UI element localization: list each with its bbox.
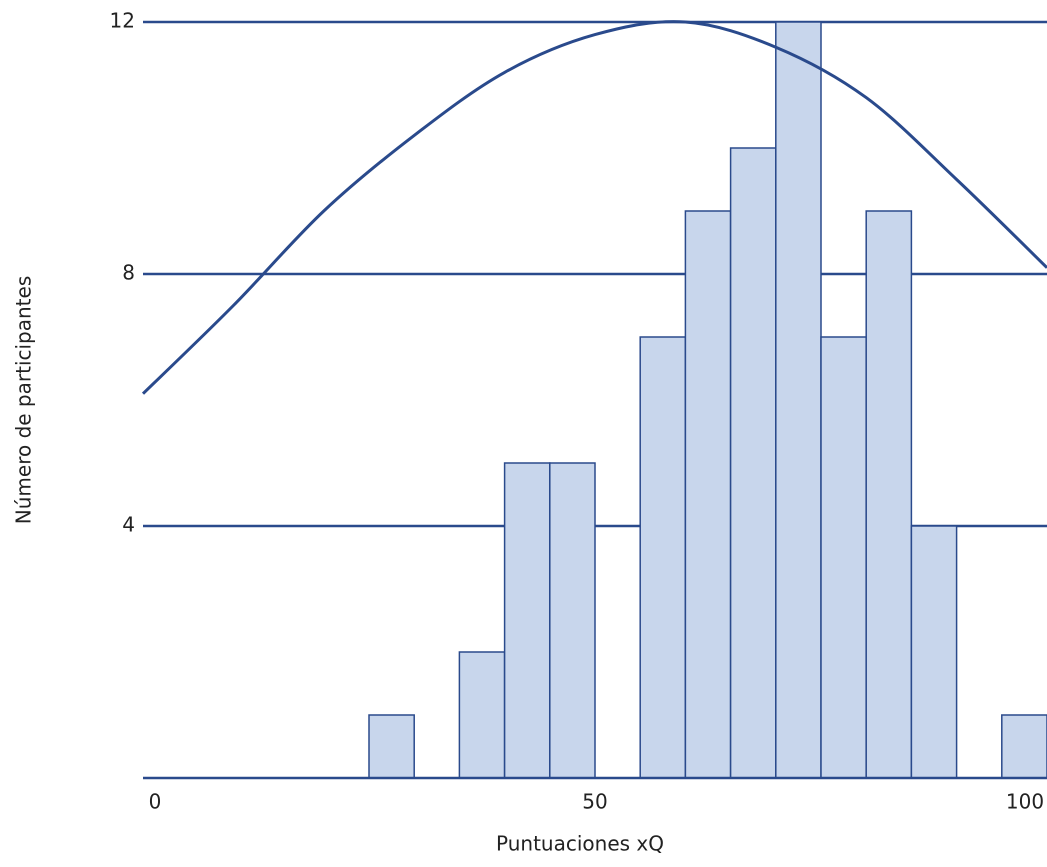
y-axis-title: Número de participantes xyxy=(12,276,36,524)
bar xyxy=(910,525,958,779)
bar xyxy=(729,147,777,779)
x-tick-label: 0 xyxy=(149,790,162,814)
bar xyxy=(639,336,687,779)
x-axis-title: Puntuaciones xQ xyxy=(496,832,664,856)
y-tick-label: 4 xyxy=(122,513,135,537)
x-tick-label: 100 xyxy=(1006,790,1044,814)
bar xyxy=(503,462,551,779)
bar xyxy=(820,336,867,779)
x-tick-label: 50 xyxy=(582,790,607,814)
bar xyxy=(549,462,596,779)
bar xyxy=(1001,714,1047,779)
y-tick-label: 8 xyxy=(122,261,135,285)
bar xyxy=(684,210,732,779)
bar xyxy=(775,21,822,779)
y-tick-label: 12 xyxy=(110,9,135,33)
bar xyxy=(458,651,506,779)
bar xyxy=(368,714,415,779)
bar xyxy=(865,210,913,779)
normal-curve xyxy=(141,20,1047,395)
